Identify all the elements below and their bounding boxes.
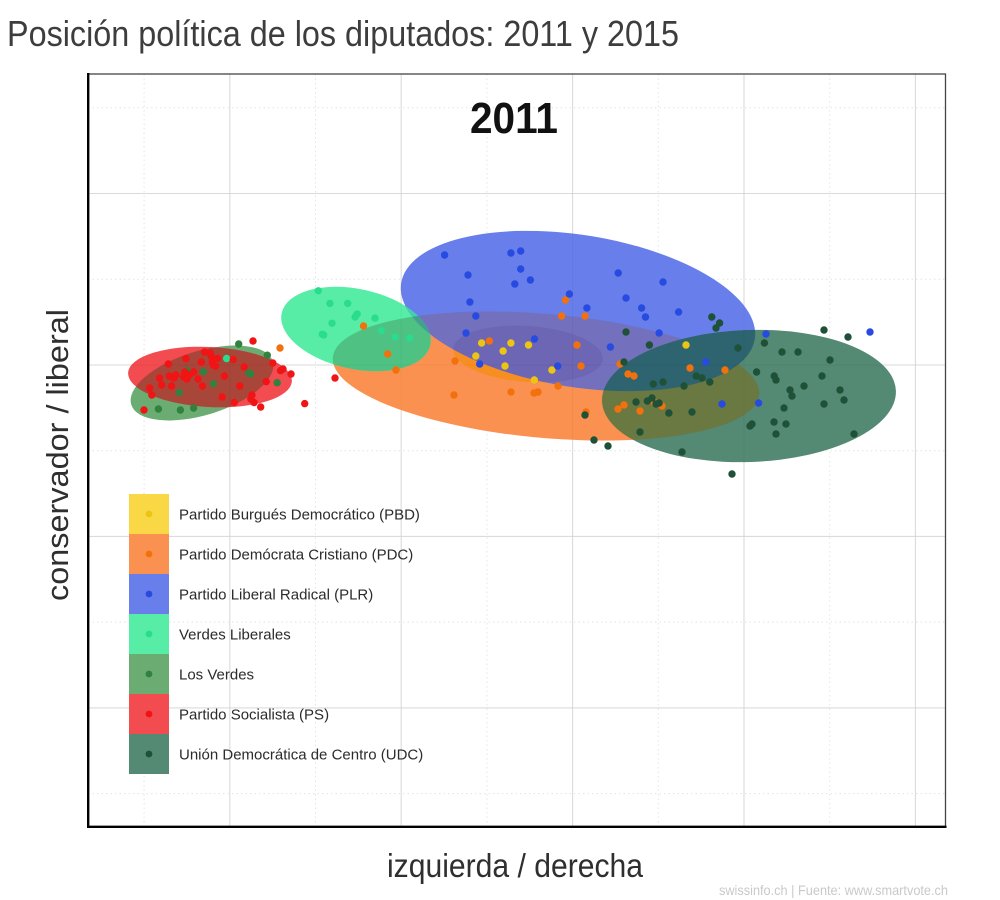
svg-text:izquierda / derecha: izquierda / derecha [387,847,644,884]
svg-text:Partido Liberal Radical (PLR): Partido Liberal Radical (PLR) [179,587,373,604]
svg-text:Partido Demócrata Cristiano (P: Partido Demócrata Cristiano (PDC) [179,547,413,564]
svg-text:Partido Burgués Democrático (P: Partido Burgués Democrático (PBD) [179,507,420,524]
svg-text:Partido Socialista (PS): Partido Socialista (PS) [179,707,329,724]
svg-text:swissinfo.ch | Fuente: www.sma: swissinfo.ch | Fuente: www.smartvote.ch [719,882,948,898]
svg-text:Posición política de los diput: Posición política de los diputados: 2011… [7,13,679,54]
svg-text:Unión Democrática de Centro (U: Unión Democrática de Centro (UDC) [179,747,423,764]
svg-text:Los Verdes: Los Verdes [179,667,254,684]
svg-text:2011: 2011 [470,94,558,143]
svg-text:Verdes Liberales: Verdes Liberales [179,627,291,644]
svg-text:conservador / liberal: conservador / liberal [40,309,75,601]
